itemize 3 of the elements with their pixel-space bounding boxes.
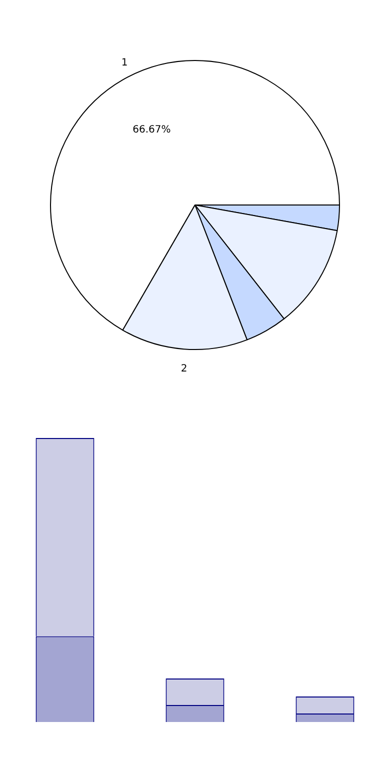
slice-label: 2 <box>180 363 188 374</box>
data-label: 66.67% <box>132 124 171 136</box>
slice-label: 1 <box>121 57 128 68</box>
